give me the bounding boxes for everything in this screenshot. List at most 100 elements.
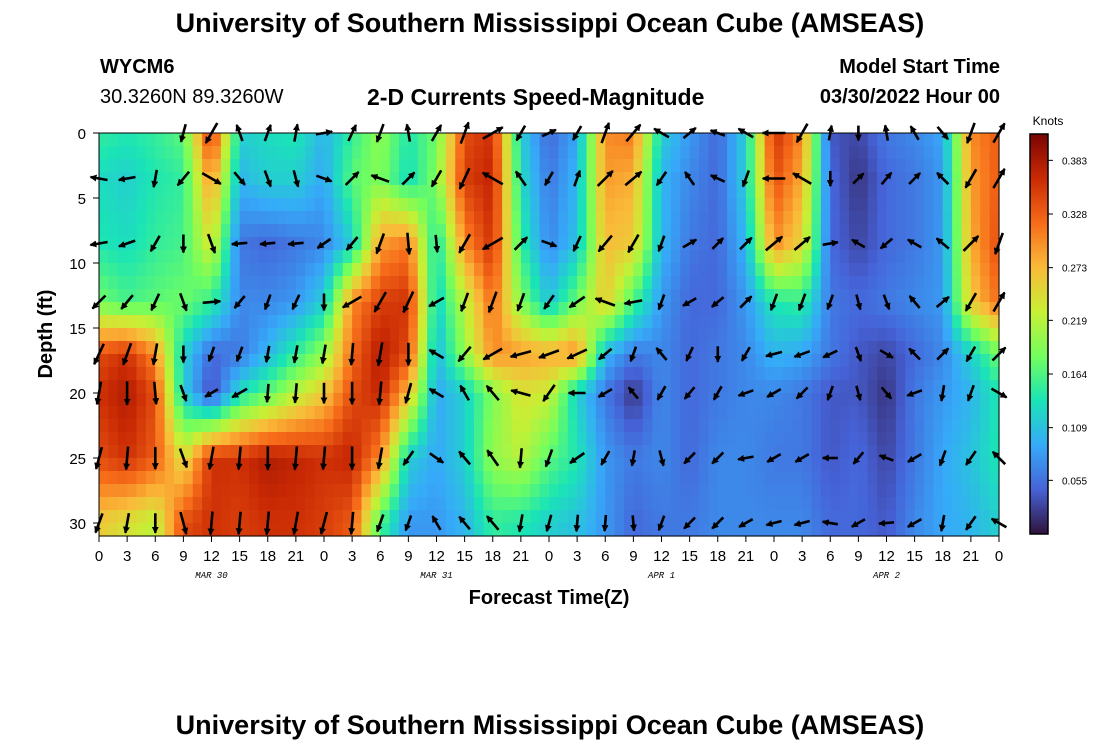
heatmap-cell [427,432,438,446]
heatmap-cell [277,146,288,160]
heatmap-cell [652,198,663,212]
heatmap-cell [267,224,278,238]
heatmap-cell [145,471,156,485]
heatmap-cell [417,367,428,381]
heatmap-cell [305,497,316,511]
heatmap-cell [314,458,325,472]
heatmap-cell [408,510,419,524]
heatmap-cell [558,419,569,433]
heatmap-cell [980,276,991,290]
heatmap-cell [867,497,878,511]
heatmap-cell [661,328,672,342]
current-arrow [629,346,638,363]
heatmap-cell [474,302,484,316]
heatmap-cell [699,393,709,407]
heatmap-cell [924,432,934,446]
heatmap-cell [230,354,241,368]
heatmap-cell [483,393,494,407]
heatmap-cell [858,380,869,394]
heatmap-cell [680,393,691,407]
heatmap-cell [220,354,231,368]
heatmap-cell [689,354,700,368]
heatmap-cell [202,445,213,459]
heatmap-cell [370,250,381,264]
heatmap-cell [502,523,513,537]
heatmap-cell [249,341,259,355]
heatmap-cell [558,354,569,368]
heatmap-cell [670,393,681,407]
heatmap-cell [577,211,588,225]
heatmap-cell [380,328,391,342]
heatmap-cell [642,315,653,329]
heatmap-cell [99,315,109,329]
heatmap-cell [136,367,147,381]
current-arrow [458,515,471,531]
heatmap-cell [474,523,484,537]
heatmap-cell [877,341,888,355]
heatmap-cell [708,510,719,524]
heatmap-cell [511,146,522,160]
heatmap-cell [436,484,447,498]
heatmap-cell [408,276,419,290]
current-arrow [516,514,524,533]
heatmap-cell [220,237,231,251]
heatmap-cell [933,497,944,511]
heatmap-cell [380,263,391,277]
heatmap-cell [380,276,391,290]
heatmap-cell [811,198,822,212]
heatmap-cell [192,146,203,160]
heatmap-cell [174,380,184,394]
heatmap-cell [933,133,944,147]
heatmap-cell [867,380,878,394]
heatmap-cell [295,458,306,472]
heatmap-cell [764,211,775,225]
heatmap-cell [445,289,456,303]
heatmap-cell [961,263,972,277]
heatmap-cell [455,172,466,186]
heatmap-cell [802,484,813,498]
heatmap-cell [267,302,278,316]
heatmap-cell [699,172,709,186]
heatmap-cell [961,198,972,212]
heatmap-cell [820,224,831,238]
heatmap-cell [736,328,747,342]
heatmap-cell [183,315,194,329]
heatmap-cell [914,510,925,524]
heatmap-cell [399,367,409,381]
heatmap-cell [980,471,991,485]
heatmap-cell [324,263,334,277]
heatmap-cell [924,250,934,264]
heatmap-cell [689,510,700,524]
current-arrow [794,452,810,464]
heatmap-cell [886,432,897,446]
x-tick-label: 21 [513,548,530,565]
heatmap-cell [520,523,531,537]
heatmap-cell [905,328,916,342]
heatmap-cell [783,185,794,199]
heatmap-cell [558,172,569,186]
current-arrow [854,346,863,362]
heatmap-cell [164,133,175,147]
heatmap-cell [352,237,363,251]
heatmap-cell [436,315,447,329]
heatmap-cell [249,406,259,420]
heatmap-cell [970,380,981,394]
heatmap-cell [586,263,597,277]
heatmap-cell [595,185,606,199]
heatmap-cell [399,250,409,264]
y-tick-label: 0 [78,126,86,143]
heatmap-cell [164,302,175,316]
heatmap-cell [577,445,588,459]
heatmap-cell [408,133,419,147]
heatmap-cell [595,250,606,264]
heatmap-cell [220,302,231,316]
heatmap-cell [202,198,213,212]
heatmap-cell [895,133,906,147]
heatmap-cell [614,289,625,303]
heatmap-cell [670,133,681,147]
heatmap-cell [867,211,878,225]
heatmap-cell [952,289,963,303]
heatmap-cell [867,484,878,498]
current-arrow [657,294,666,311]
heatmap-cell [792,393,803,407]
